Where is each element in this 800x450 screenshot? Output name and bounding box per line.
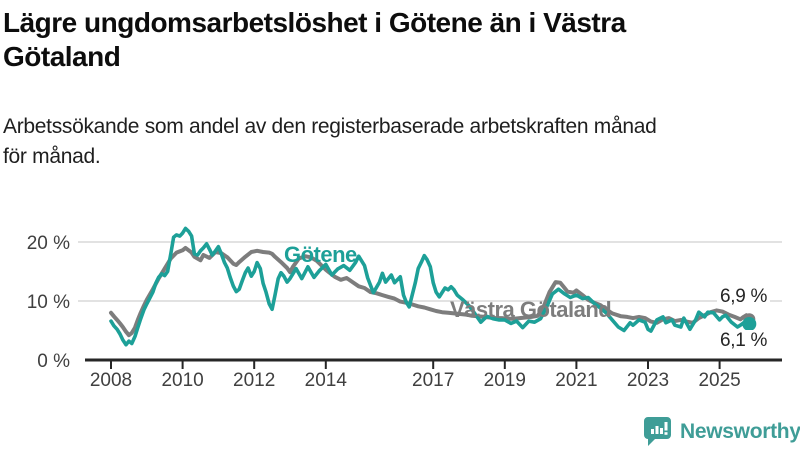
newsworthy-logo[interactable]: Newsworthy: [644, 415, 800, 448]
y-tick-label: 20 %: [27, 233, 70, 254]
x-tick-label: 2019: [484, 370, 526, 391]
x-tick-label: 2012: [233, 370, 275, 391]
end-value-label-gotene: 6,1 %: [717, 330, 771, 352]
page-title: Lägre ungdomsarbetslöshet i Götene än i …: [3, 7, 626, 72]
x-tick-label: 2023: [627, 370, 669, 391]
x-tick-label: 2021: [555, 370, 597, 391]
series-line-gotene: [109, 226, 752, 347]
y-tick-label: 0 %: [37, 351, 70, 372]
y-tick-label: 10 %: [27, 292, 70, 313]
x-tick-label: 2008: [90, 370, 132, 391]
series-line-vastra-gotaland: [109, 245, 752, 338]
x-tick-label: 2014: [305, 370, 348, 391]
series-label-gotene: Götene: [284, 242, 357, 267]
x-tick-label: 2017: [412, 370, 454, 391]
series-end-dot-gotene: [742, 317, 757, 332]
x-tick-label: 2025: [698, 370, 740, 391]
newsworthy-icon: [644, 417, 671, 446]
end-value-label-vastra-gotaland: 6,9 %: [717, 286, 771, 308]
x-tick-label: 2010: [161, 370, 203, 391]
newsworthy-wordmark: Newsworthy: [680, 419, 800, 443]
series-label-vastra-gotaland: Västra Götaland: [450, 297, 612, 322]
chart-subtitle: Arbetssökande som andel av den registerb…: [3, 115, 657, 168]
